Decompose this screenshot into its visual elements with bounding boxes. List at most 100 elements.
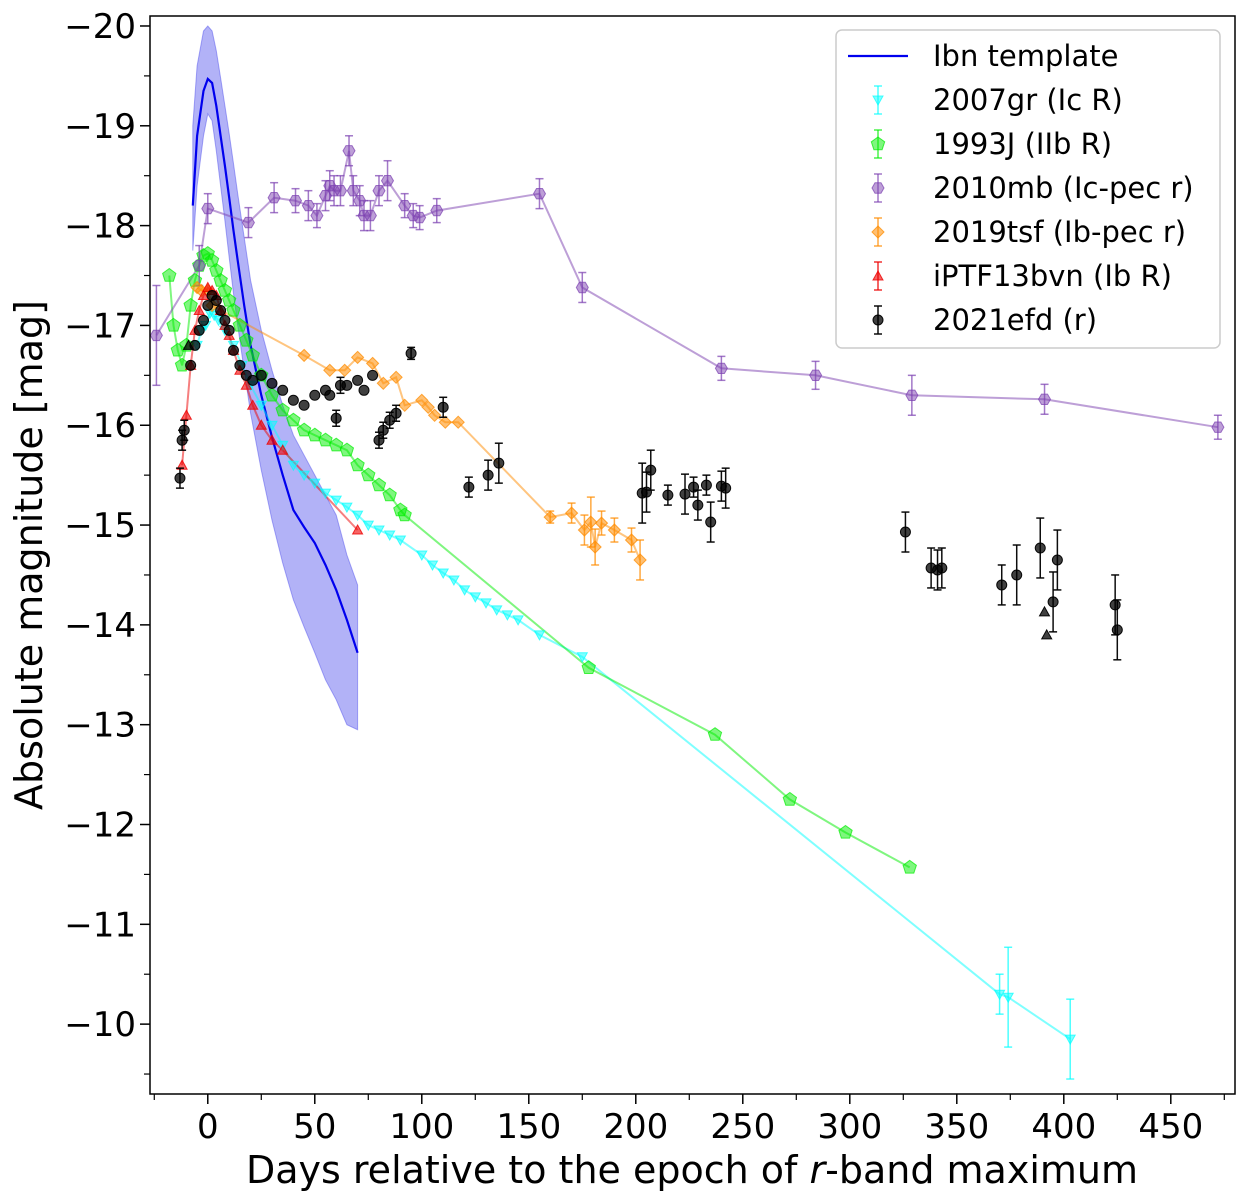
legend-iptf13bvn-ib-r-label: iPTF13bvn (Ib R) xyxy=(933,259,1172,293)
series-2021efd-r-point xyxy=(1047,596,1059,608)
series-2007gr-ic-r-point xyxy=(394,535,407,547)
series-2010mb-ic-pec-r-point xyxy=(714,362,728,374)
series-2021efd-r-point xyxy=(705,516,717,528)
series-2021efd-r-point xyxy=(234,359,246,371)
series-1993j-iib-r-point xyxy=(264,387,280,402)
x-tick-label: 350 xyxy=(924,1107,989,1147)
series-iptf13bvn-ib-r-point xyxy=(351,523,364,535)
series-2007gr-ic-r-point xyxy=(415,550,428,562)
series-2021efd-r-triangle-point xyxy=(182,339,195,350)
series-iptf13bvn-ib-r-point xyxy=(255,419,268,430)
series-1993j-iib-r-point xyxy=(371,477,387,492)
series-iptf13bvn-ib-r-point xyxy=(240,379,253,390)
series-2007gr-ic-r-point xyxy=(255,400,268,412)
series-2021efd-r-point xyxy=(352,374,364,386)
series-2021efd-r-point xyxy=(377,424,389,436)
series-2021efd-r-point xyxy=(679,488,691,500)
series-2010mb-ic-pec-r-point xyxy=(1211,421,1225,433)
series-2019tsf-ib-pec-r-point xyxy=(297,348,311,363)
series-1993j-iib-r-point xyxy=(328,437,344,452)
series-2007gr-ic-r-point xyxy=(308,478,321,490)
series-1993j-iib-r-point xyxy=(275,402,290,417)
series-2019tsf-ib-pec-r-point xyxy=(451,415,465,429)
series-2010mb-ic-pec-r-point xyxy=(430,204,444,217)
series-2021efd-r-point xyxy=(899,526,911,538)
series-2021efd-r-point xyxy=(996,579,1008,591)
y-tick-label: −13 xyxy=(64,706,136,746)
series-iptf13bvn-ib-r-point xyxy=(276,444,289,455)
legend-2021efd-r-swatch xyxy=(872,314,884,326)
y-tick-label: −16 xyxy=(64,406,136,446)
series-2019tsf-ib-pec-r-point xyxy=(337,363,352,378)
series-2007gr-ic-r-point xyxy=(298,470,310,482)
series-2010mb-ic-pec-r-point xyxy=(301,200,315,212)
y-tick-label: −17 xyxy=(64,306,136,346)
series-2021efd-r-point xyxy=(936,562,948,574)
series-ibn-template-line xyxy=(191,76,359,654)
series-2007gr-ic-r-point xyxy=(512,615,524,626)
series-2019tsf-ib-pec-r-point xyxy=(594,516,609,530)
series-1993j-iib-r-point xyxy=(232,317,248,332)
series-2021efd-r-point xyxy=(324,389,336,401)
series-1993j-iib-r-point xyxy=(239,332,254,347)
legend-2007gr-ic-r-swatch xyxy=(872,95,884,107)
legend-2021efd-r-label: 2021efd (r) xyxy=(933,303,1097,337)
x-tick-label: 200 xyxy=(603,1107,668,1147)
series-2021efd-r-point xyxy=(309,389,321,401)
legend-2019tsf-ib-pec-r-swatch xyxy=(871,225,885,239)
series-2010mb-ic-pec-r-point xyxy=(575,281,589,294)
series-2007gr-ic-r-point xyxy=(480,598,492,609)
series-2021efd-r-point xyxy=(287,394,299,406)
series-1993j-iib-r-point xyxy=(361,467,376,482)
series-2007gr-ic-r-point xyxy=(266,420,278,432)
series-2021efd-r-point xyxy=(178,424,190,436)
y-tick-label: −14 xyxy=(64,606,136,646)
series-2019tsf-ib-pec-r-point xyxy=(633,553,647,567)
series-2021efd-r-triangle-point xyxy=(1038,605,1051,617)
series-2010mb-ic-pec-r-point xyxy=(192,259,206,272)
series-2021efd-r-point xyxy=(247,374,259,386)
series-2021efd-r-point xyxy=(645,464,657,476)
series-2021efd-r-point xyxy=(210,294,222,306)
series-2021efd-r-point xyxy=(174,472,186,484)
x-axis-label-prefix: Days relative to the epoch of xyxy=(246,1148,810,1192)
series-2019tsf-ib-pec-r-point xyxy=(350,350,365,365)
series-2010mb-ic-pec-r-point xyxy=(809,369,823,381)
series-2007gr-ic-r-point xyxy=(458,585,471,596)
series-2010mb-ic-pec-r-point xyxy=(333,185,348,197)
legend-frame xyxy=(835,29,1221,349)
series-2007gr-ic-r-point xyxy=(576,652,589,663)
series-2021efd-r-triangle-point xyxy=(1040,628,1053,640)
x-axis-label-italic: r xyxy=(810,1148,828,1192)
series-2021efd-r-point xyxy=(463,481,475,493)
y-tick-label: −15 xyxy=(64,506,136,546)
x-tick-label: 450 xyxy=(1138,1107,1203,1147)
series-2021efd-r-point xyxy=(193,324,205,336)
series-iptf13bvn-ib-r-point xyxy=(266,434,278,445)
series-2021efd-r-point xyxy=(1034,542,1046,554)
series-1993j-iib-r-point xyxy=(166,317,181,332)
series-2021efd-r-point xyxy=(482,469,494,481)
series-2021efd-r-point xyxy=(1111,624,1123,636)
series-2010mb-ic-pec-r-point xyxy=(905,389,919,401)
series-2010mb-ic-pec-r-point xyxy=(342,145,356,157)
series-2021efd-r-point xyxy=(330,412,342,424)
series-2021efd-r-point xyxy=(720,482,732,494)
x-tick-label: 400 xyxy=(1031,1107,1096,1147)
series-2007gr-ic-r-point xyxy=(448,575,460,587)
series-1993j-iib-r-point xyxy=(307,427,322,442)
series-1993j-iib-r-point xyxy=(296,422,312,437)
series-2007gr-ic-r-point xyxy=(501,610,514,621)
series-2021efd-r-point xyxy=(1109,599,1121,611)
series-2007gr-ic-r-point xyxy=(341,502,353,514)
series-2021efd-r-point xyxy=(640,486,652,498)
series-2007gr-ic-r-point xyxy=(362,520,375,532)
x-tick-label: 0 xyxy=(197,1107,219,1147)
series-2019tsf-ib-pec-r-point xyxy=(323,363,337,378)
legend: Ibn template 2007gr (Ic R) 1993J (IIb R) 20… xyxy=(835,29,1221,349)
legend-2010mb-ic-pec-r-swatch xyxy=(871,182,885,194)
series-2021efd-r-point xyxy=(662,489,674,501)
series-2021efd-r-point xyxy=(227,344,239,356)
template-band-layer xyxy=(192,25,359,731)
series-1993j-iib-r-point xyxy=(245,347,260,362)
